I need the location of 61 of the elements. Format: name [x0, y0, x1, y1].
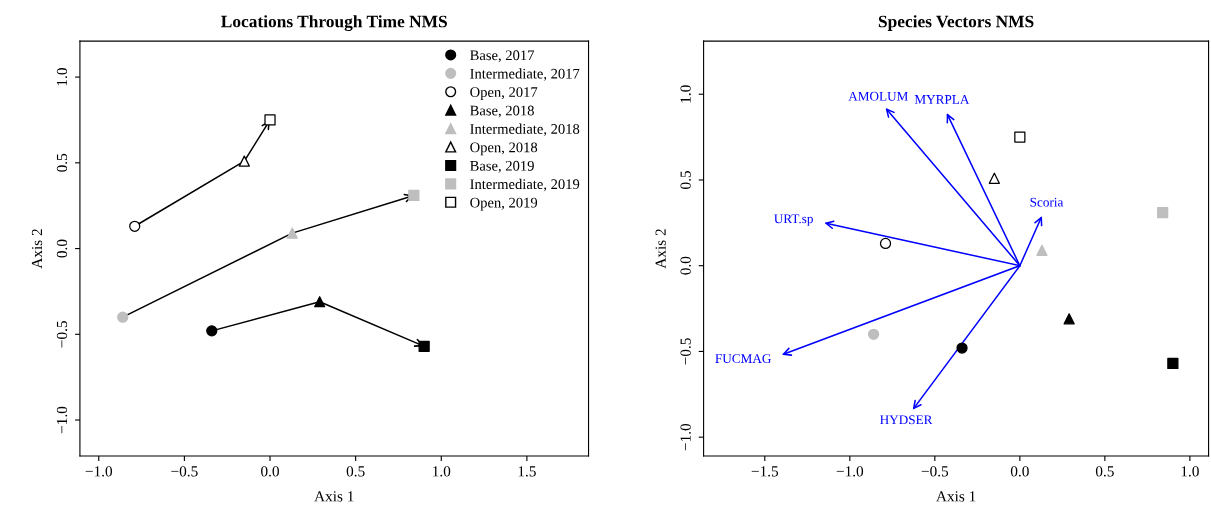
point [1063, 313, 1075, 325]
y-tick-label: 0.0 [56, 239, 68, 258]
x-tick-label: 0.0 [1010, 466, 1029, 477]
x-tick-label: 0.5 [346, 466, 365, 477]
point [1157, 206, 1169, 219]
x-tick-label: 0.0 [261, 466, 279, 477]
point [1167, 357, 1179, 370]
y-tick-label: 0.0 [680, 256, 691, 275]
annotation: FUCMAG [715, 354, 771, 364]
y-tick-label: 0.5 [56, 153, 68, 172]
legend-label: Open, 2019 [470, 197, 538, 211]
x-tick-label: 0.5 [1095, 466, 1114, 477]
x-tick-label: 1.0 [1181, 466, 1199, 477]
x-axis-title: Axis 1 [314, 491, 354, 502]
y-tick-label: 1.0 [680, 85, 691, 103]
x-tick-label: −1.0 [85, 466, 113, 477]
annotation: Scoria [1030, 197, 1064, 207]
point [129, 220, 141, 232]
point [988, 172, 1000, 184]
legend-label: Intermediate, 2019 [470, 178, 580, 192]
x-axis-title: Axis 1 [936, 491, 976, 502]
x-tick-label: −1.5 [751, 466, 779, 477]
y-axis-title: Axis 2 [31, 229, 43, 269]
legend-label: Intermediate, 2017 [470, 68, 580, 81]
y-tick-label: 1.0 [56, 68, 68, 86]
y-tick-label: −0.5 [56, 321, 68, 348]
legend-label: Base, 2019 [470, 160, 534, 173]
chart-title: Locations Through Time NMS [221, 15, 447, 32]
annotation: AMOLUM [848, 91, 908, 101]
annotation: URT.sp [774, 214, 813, 226]
legend-label: Base, 2017 [470, 50, 535, 63]
point [264, 114, 276, 126]
chart-title: Species Vectors NMS [878, 15, 1034, 31]
point [1036, 244, 1048, 256]
point [418, 340, 430, 352]
y-axis-title: Axis 2 [655, 229, 666, 269]
point [117, 311, 129, 323]
x-tick-label: −1.0 [836, 466, 864, 477]
point [408, 189, 420, 202]
point [1014, 131, 1026, 143]
annotation: HYDSER [880, 415, 933, 425]
legend-label: Open, 2017 [470, 87, 538, 100]
point [879, 237, 892, 250]
point [867, 328, 880, 340]
x-tick-label: −0.5 [921, 466, 949, 477]
point [314, 296, 326, 308]
legend-label: Base, 2018 [470, 105, 534, 118]
point [286, 227, 298, 239]
x-tick-label: 1.0 [433, 466, 451, 477]
point [206, 325, 218, 337]
annotation: MYRPLA [914, 95, 970, 104]
legend-label: Open, 2018 [470, 142, 538, 156]
x-tick-label: 1.5 [518, 466, 536, 477]
legend-label: Intermediate, 2018 [470, 123, 580, 136]
point [956, 342, 968, 354]
y-tick-label: −1.0 [56, 406, 68, 434]
y-tick-label: −0.5 [680, 338, 691, 365]
y-tick-label: 0.5 [680, 171, 691, 189]
point [238, 155, 250, 167]
y-tick-label: −1.0 [680, 423, 691, 451]
x-tick-label: −0.5 [171, 466, 198, 477]
